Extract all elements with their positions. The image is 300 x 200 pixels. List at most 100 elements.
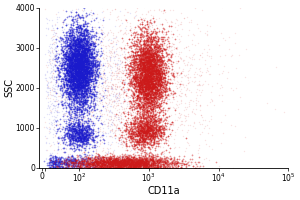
Point bbox=[73, 62, 77, 65]
Point bbox=[80, 60, 85, 63]
Point bbox=[161, 80, 166, 83]
Point bbox=[120, 166, 125, 169]
Point bbox=[144, 60, 149, 63]
Point bbox=[73, 78, 78, 81]
Point bbox=[100, 163, 105, 166]
Point bbox=[64, 100, 69, 103]
Point bbox=[132, 92, 136, 96]
Point bbox=[139, 66, 144, 69]
Point bbox=[80, 57, 85, 60]
Point bbox=[115, 158, 120, 162]
Point bbox=[70, 67, 74, 70]
Point bbox=[99, 27, 103, 31]
Point bbox=[71, 47, 76, 50]
Point bbox=[142, 161, 147, 164]
Point bbox=[98, 164, 103, 168]
Point bbox=[60, 160, 65, 163]
Point bbox=[157, 129, 161, 132]
Point bbox=[132, 130, 137, 133]
Point bbox=[147, 33, 152, 36]
Point bbox=[145, 120, 150, 123]
Point bbox=[139, 58, 144, 61]
Point bbox=[71, 74, 76, 78]
Point bbox=[153, 71, 158, 74]
Point bbox=[136, 137, 141, 140]
Point bbox=[103, 165, 108, 168]
Point bbox=[143, 76, 148, 79]
Point bbox=[99, 134, 103, 138]
Point bbox=[120, 90, 125, 93]
Point bbox=[64, 83, 69, 87]
Point bbox=[62, 60, 67, 63]
Point bbox=[158, 78, 163, 81]
Point bbox=[133, 15, 138, 18]
Point bbox=[54, 164, 58, 167]
Point bbox=[139, 58, 143, 61]
Point bbox=[68, 61, 73, 64]
Point bbox=[82, 79, 87, 83]
Point bbox=[83, 56, 88, 60]
Point bbox=[114, 108, 119, 111]
Point bbox=[119, 162, 124, 165]
Point bbox=[148, 56, 152, 60]
Point bbox=[92, 135, 97, 138]
Point bbox=[138, 161, 142, 164]
Point bbox=[67, 134, 72, 137]
Point bbox=[77, 78, 82, 81]
Point bbox=[72, 70, 77, 73]
Point bbox=[80, 162, 85, 165]
Point bbox=[63, 166, 68, 169]
Point bbox=[136, 131, 141, 134]
Point bbox=[77, 40, 82, 43]
Point bbox=[155, 88, 160, 91]
Point bbox=[54, 78, 59, 82]
Point bbox=[148, 89, 153, 92]
Point bbox=[171, 97, 176, 101]
Point bbox=[100, 158, 104, 161]
Point bbox=[130, 165, 135, 168]
Point bbox=[92, 138, 97, 142]
Point bbox=[163, 47, 168, 50]
Point bbox=[82, 164, 87, 167]
Point bbox=[79, 86, 83, 89]
Point bbox=[75, 73, 80, 77]
Point bbox=[114, 158, 119, 161]
Point bbox=[84, 49, 89, 52]
Point bbox=[76, 77, 80, 80]
Point bbox=[143, 128, 148, 132]
Point bbox=[207, 47, 212, 50]
Point bbox=[80, 13, 84, 16]
Point bbox=[162, 65, 167, 68]
Point bbox=[130, 33, 135, 36]
Point bbox=[93, 163, 98, 166]
Point bbox=[87, 106, 92, 109]
Point bbox=[76, 68, 81, 71]
Point bbox=[151, 85, 156, 88]
Point bbox=[89, 74, 94, 78]
Point bbox=[68, 66, 73, 69]
Point bbox=[158, 46, 163, 49]
Point bbox=[106, 49, 111, 52]
Point bbox=[143, 85, 148, 89]
Point bbox=[64, 52, 69, 55]
Point bbox=[84, 139, 89, 143]
Point bbox=[116, 163, 121, 167]
Point bbox=[112, 148, 117, 151]
Point bbox=[85, 166, 90, 169]
Point bbox=[110, 158, 115, 161]
Point bbox=[151, 162, 156, 166]
Point bbox=[103, 122, 108, 126]
Point bbox=[76, 138, 81, 142]
Point bbox=[112, 162, 117, 165]
Point bbox=[150, 52, 155, 56]
Point bbox=[177, 102, 182, 105]
Point bbox=[105, 157, 110, 160]
Point bbox=[164, 83, 169, 86]
Point bbox=[103, 161, 108, 164]
Point bbox=[80, 70, 85, 73]
Point bbox=[146, 127, 151, 130]
Point bbox=[135, 44, 140, 47]
Point bbox=[208, 24, 213, 27]
Point bbox=[140, 124, 145, 127]
Point bbox=[93, 75, 98, 78]
